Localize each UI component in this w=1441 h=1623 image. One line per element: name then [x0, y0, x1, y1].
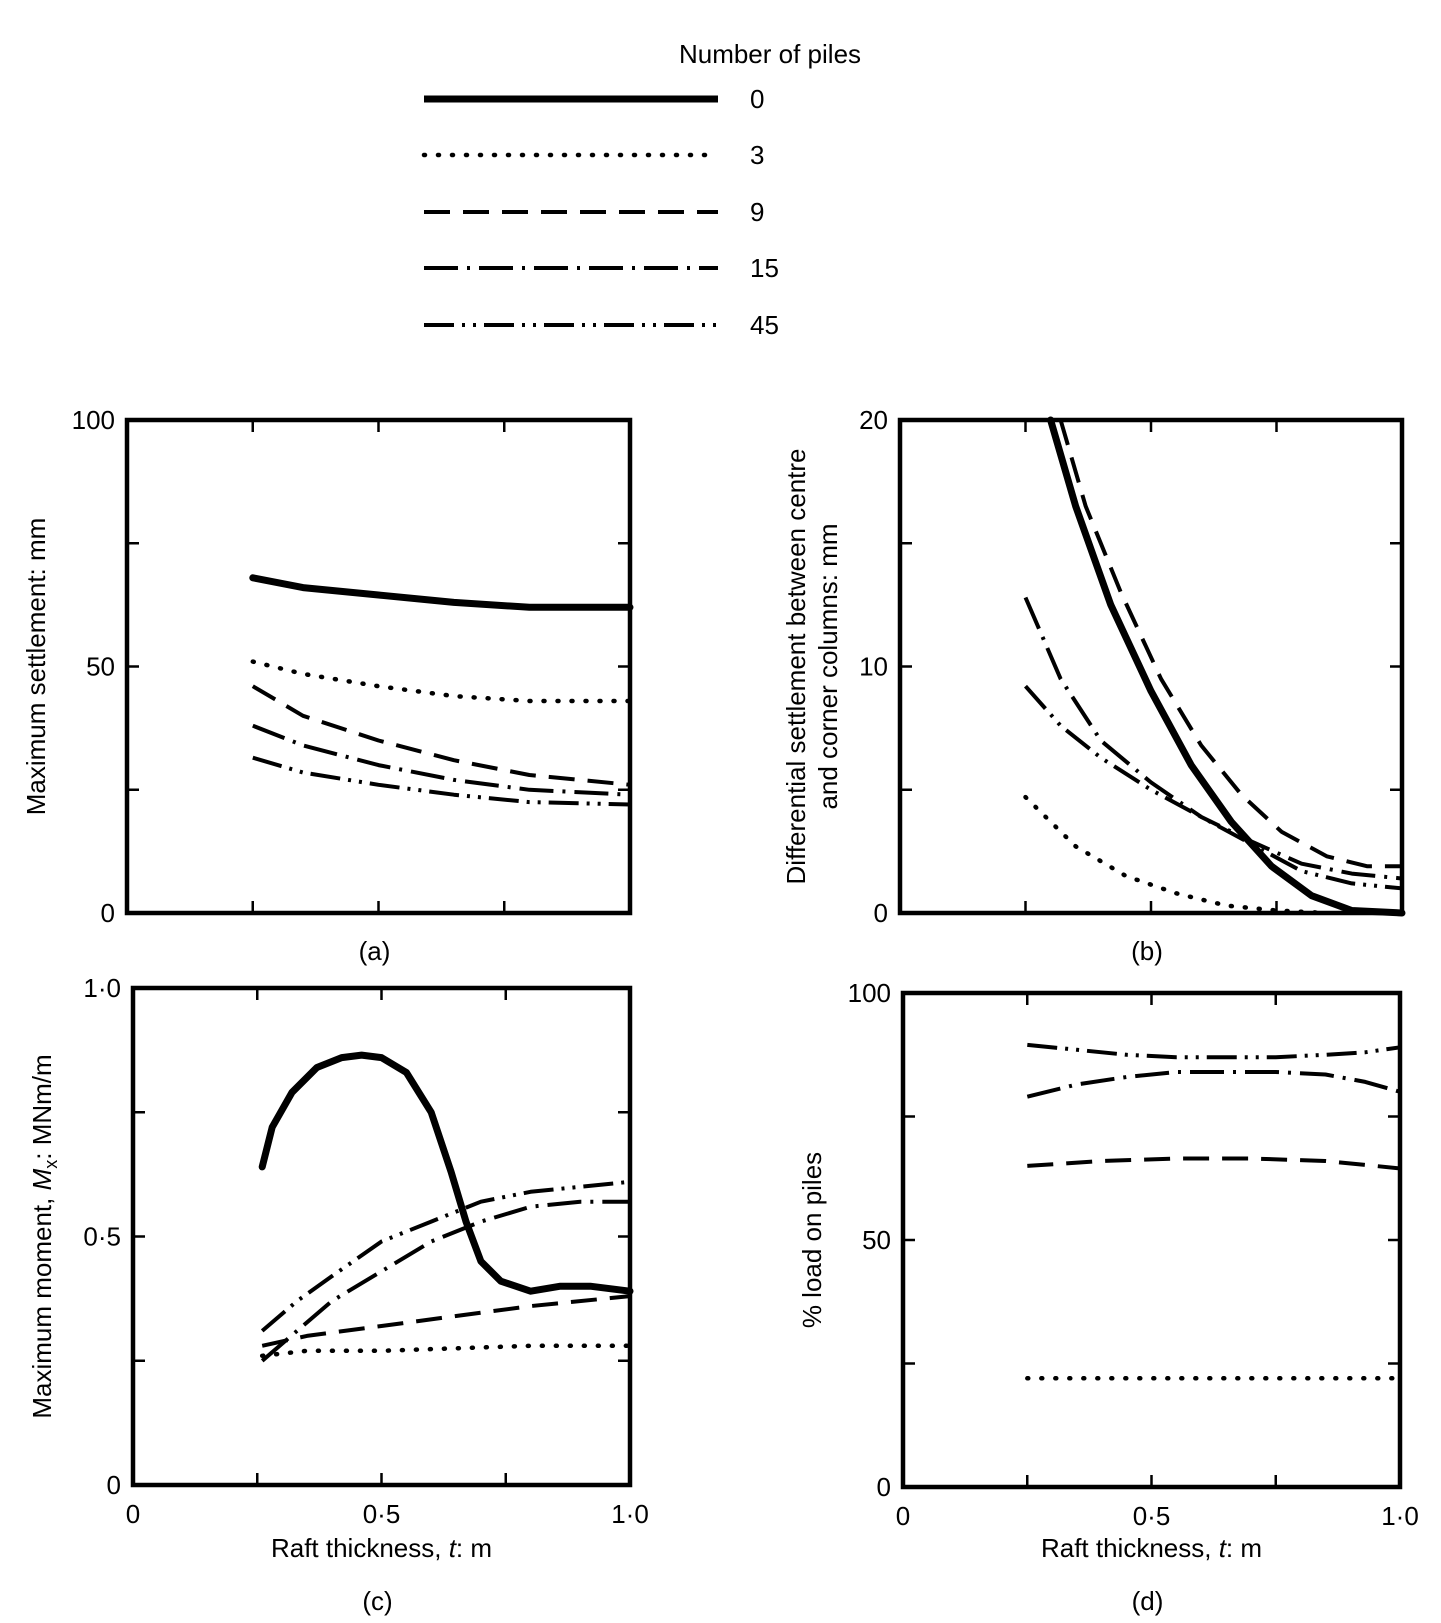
legend-label: 0: [750, 84, 764, 114]
y-axis-label: Maximum moment, Mx: MNm/m: [27, 1054, 61, 1418]
y-tick-label: 50: [862, 1225, 891, 1255]
x-axis-label-units: : m: [1226, 1533, 1262, 1563]
x-axis-label: Raft thickness, t: m: [1041, 1533, 1262, 1563]
y-tick-label: 50: [86, 652, 115, 682]
y-tick-label: 0: [877, 1472, 891, 1502]
legend-title: Number of piles: [679, 39, 861, 69]
y-tick-label: 1·0: [83, 973, 121, 1003]
y-axis-label: Maximum settlement: mm: [21, 518, 51, 816]
y-axis-label: % load on piles: [797, 1152, 827, 1328]
legend-label: 45: [750, 310, 779, 340]
y-tick-label: 0: [101, 898, 115, 928]
x-tick-label: 0·5: [1133, 1501, 1171, 1531]
panel-caption: (c): [362, 1586, 392, 1616]
y-axis-label-units: : MNm/m: [27, 1054, 57, 1159]
y-axis-label-text: Maximum settlement: mm: [21, 518, 51, 816]
x-axis-label-text: Raft thickness,: [271, 1533, 449, 1563]
x-tick-label: 0: [896, 1501, 910, 1531]
x-tick-label: 1·0: [611, 1499, 649, 1529]
y-axis-label-text: % load on piles: [797, 1152, 827, 1328]
legend-label: 15: [750, 253, 779, 283]
x-axis-label-units: : m: [456, 1533, 492, 1563]
y-axis-label-subscript: x: [41, 1160, 61, 1169]
legend-label: 9: [750, 197, 764, 227]
y-tick-label: 100: [848, 978, 891, 1008]
figure-canvas: Number of piles 0391545 050100Maximum se…: [0, 0, 1441, 1623]
y-axis-label-line2: and corner columns: mm: [813, 523, 843, 809]
y-tick-label: 20: [859, 405, 888, 435]
x-tick-label: 1·0: [1381, 1501, 1419, 1531]
y-tick-label: 0: [107, 1470, 121, 1500]
x-tick-label: 0: [126, 1499, 140, 1529]
y-tick-label: 0: [874, 898, 888, 928]
y-axis-label-symbol: M: [27, 1168, 57, 1190]
legend-label: 3: [750, 140, 764, 170]
x-axis-label-text: Raft thickness,: [1041, 1533, 1219, 1563]
panel-caption: (d): [1132, 1586, 1164, 1616]
x-tick-label: 0·5: [363, 1499, 401, 1529]
y-axis-label: Differential settlement between centre: [781, 449, 811, 885]
y-tick-label: 100: [72, 405, 115, 435]
y-axis-label-text: Maximum moment,: [27, 1190, 57, 1418]
panel-caption: (a): [359, 936, 391, 966]
panel-caption: (b): [1131, 936, 1163, 966]
x-axis-label: Raft thickness, t: m: [271, 1533, 492, 1563]
y-tick-label: 0·5: [83, 1222, 121, 1252]
y-tick-label: 10: [859, 652, 888, 682]
